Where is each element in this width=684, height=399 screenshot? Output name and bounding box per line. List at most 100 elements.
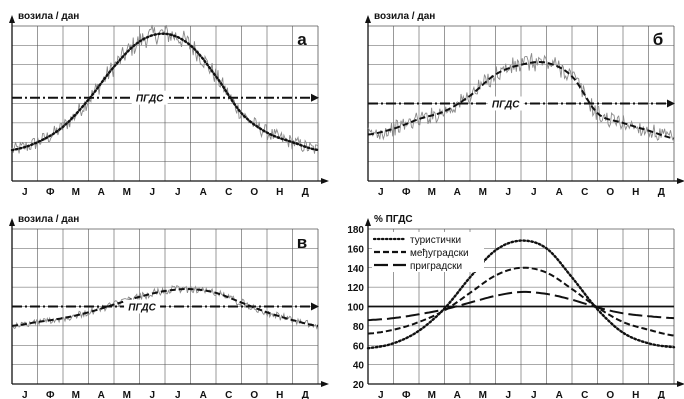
y-tick-label: 20 [353,380,365,391]
legend-label: приградски [410,261,462,272]
y-axis-label: возила / дан [18,11,79,22]
month-tick-label: M [428,390,436,399]
month-tick-label: C [581,390,588,399]
month-tick-label: J [22,187,28,198]
month-tick-label: H [276,390,283,399]
month-tick-label: J [22,390,28,399]
daily-traffic-trace [367,53,675,141]
month-tick-label: O [250,187,258,198]
month-tick-label: Д [658,187,665,198]
grid [12,25,319,181]
reference-line: ПГДС [12,90,319,105]
legend-label: међуградски [410,247,469,259]
month-tick-label: Д [658,390,665,399]
series-line [367,290,675,322]
month-tick-label: A [98,390,105,399]
month-tick-label: M [72,187,80,198]
month-tick-label: C [225,187,232,198]
panel-letter: в [297,233,307,252]
reference-line-arrow [667,99,675,108]
series-приградски [367,290,675,322]
month-tick-label: Ф [402,187,411,198]
month-tick-label: J [378,390,384,399]
month-tick-label: A [556,390,563,399]
y-tick-label: 180 [347,225,364,236]
series-туристички [366,239,676,350]
panel-letter: а [297,30,307,49]
month-tick-label: J [505,390,511,399]
month-tick-label: Д [302,187,309,198]
y-axis-arrow [365,15,371,23]
daily-traffic-trace [11,24,319,154]
month-tick-label: J [175,187,181,198]
reference-label-background [131,90,168,105]
month-tick-label: M [123,390,131,399]
month-tick-label: A [556,187,563,198]
y-tick-label: 40 [353,361,365,372]
month-tick-label: M [479,187,487,198]
daily-traffic-trace [11,285,319,330]
month-tick-label: Ф [402,390,411,399]
reference-label: ПГДС [136,94,164,105]
series-line [367,60,675,140]
month-tick-label: M [428,187,436,198]
month-tick-label: M [123,187,131,198]
month-tick-label: J [149,390,155,399]
legend-label: туристички [410,235,461,246]
y-tick-label: 80 [353,322,365,333]
month-tick-label: A [200,390,207,399]
chart-panel-4: J Ф M A M J J A C O H Д % ПГДС 20 40 60 80 100 120 140 160 18… [347,214,684,399]
reference-line: ПГДС [12,299,319,314]
month-tick-label: H [632,187,639,198]
reference-label: ПГДС [492,100,520,111]
reference-label-background [124,299,161,314]
y-axis-arrow [9,15,15,23]
series-line [11,288,319,327]
month-tick-label: O [606,390,614,399]
x-axis-arrow [677,178,684,184]
y-axis-label: % ПГДС [374,214,413,225]
month-tick-label: H [632,390,639,399]
month-tick-label: A [454,187,461,198]
month-tick-label: A [454,390,461,399]
month-tick-label: J [175,390,181,399]
month-tick-label: J [149,187,155,198]
month-tick-label: O [250,390,258,399]
month-tick-label: J [531,187,537,198]
y-tick-label: 140 [347,264,364,275]
y-axis-arrow [365,218,371,226]
series-line [10,32,320,152]
panel-letter: б [653,30,664,49]
x-axis-arrow [677,381,684,387]
month-tick-label: A [200,187,207,198]
y-tick-label: 120 [347,283,364,294]
series-line [366,239,676,350]
month-tick-label: J [531,390,537,399]
month-tick-label: J [378,187,384,198]
month-tick-label: M [479,390,487,399]
month-tick-label: C [581,187,588,198]
x-axis-arrow [321,178,329,184]
y-axis-label: возила / дан [374,11,435,22]
reference-line-arrow [311,93,319,102]
series-1 [367,53,675,141]
month-tick-label: Ф [46,390,55,399]
reference-label-background [487,96,524,111]
y-axis-arrow [9,218,15,226]
month-tick-label: Ф [46,187,55,198]
month-tick-label: Д [302,390,309,399]
y-tick-label: 160 [347,244,364,255]
reference-line-arrow [311,302,319,311]
reference-label: ПГДС [128,303,156,314]
month-tick-label: J [505,187,511,198]
y-axis-label: возила / дан [18,214,79,225]
y-tick-label: 60 [353,341,365,352]
month-tick-label: M [72,390,80,399]
series-1 [11,285,319,330]
month-tick-label: O [606,187,614,198]
month-tick-label: C [225,390,232,399]
